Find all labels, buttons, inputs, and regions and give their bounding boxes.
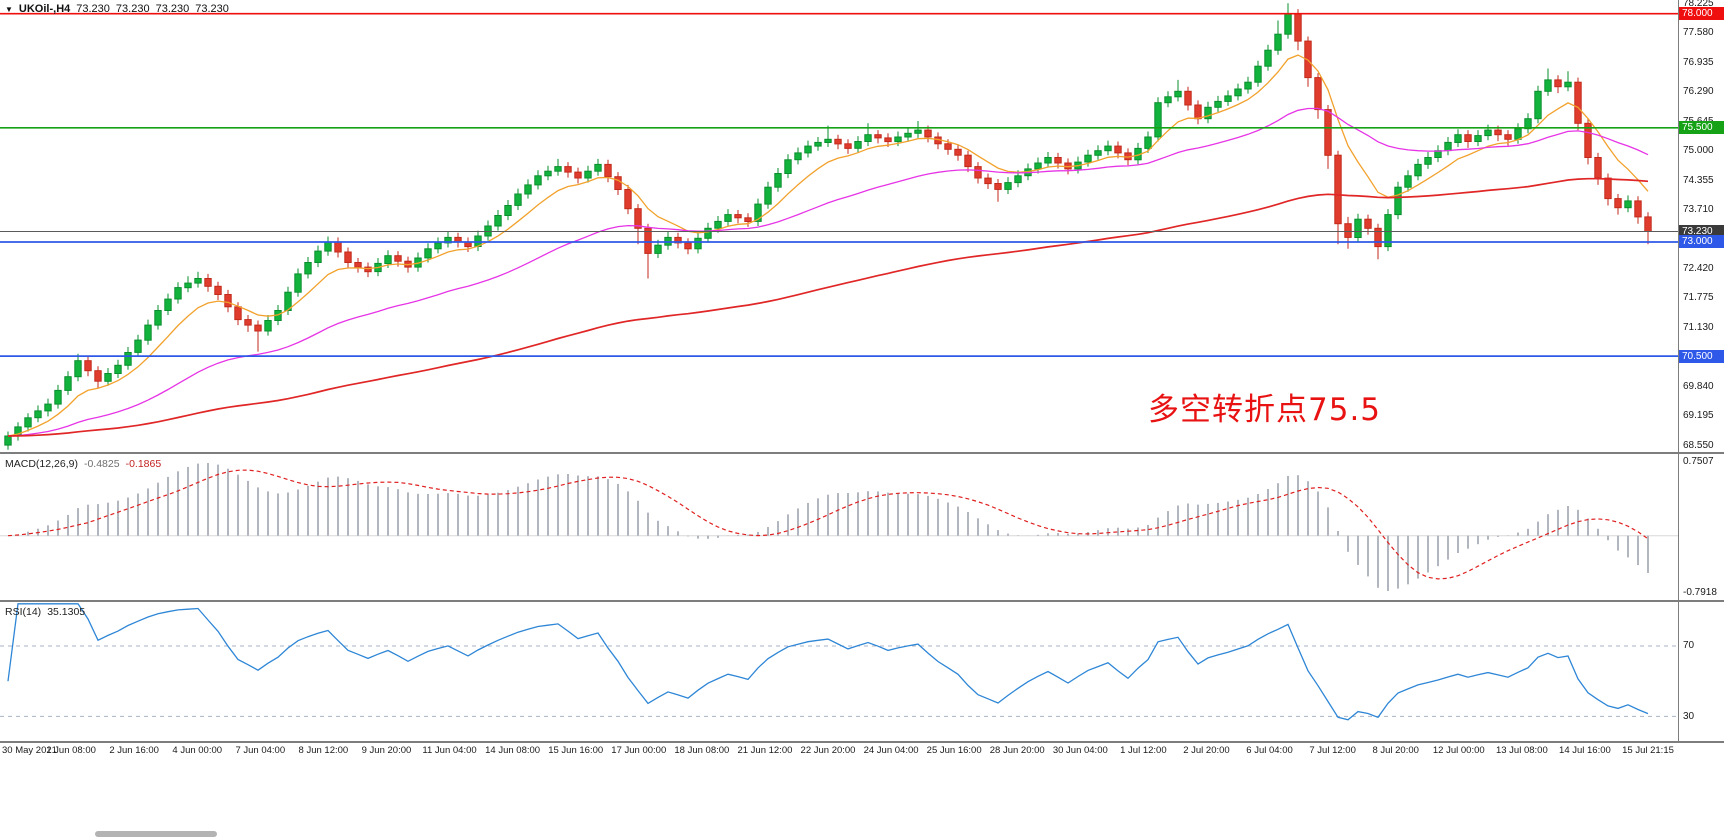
macd-signal-value: -0.1865	[125, 458, 162, 470]
time-axis-label: 15 Jul 21:15	[1622, 745, 1674, 756]
time-axis[interactable]: 30 May 2021 1 Jun 08:00 2 Jun 16:00 4 Jun 0…	[0, 745, 1678, 761]
price-tick-label: 71.775	[1683, 292, 1714, 304]
rsi-level-label: 70	[1683, 640, 1695, 652]
time-axis-label: 25 Jun 16:00	[926, 745, 982, 756]
price-axis[interactable]: 78.225 77.580 76.935 76.290 75.645 75.000 74.3…	[1679, 0, 1724, 762]
time-axis-label: 2 Jun 16:00	[109, 745, 159, 756]
price-tick-label: 78.225	[1683, 0, 1714, 9]
symbol-timeframe-label: UKOil-,H4	[18, 3, 71, 15]
time-axis-label: 17 Jun 00:00	[611, 745, 667, 756]
quote-close: 73.230	[195, 3, 229, 15]
pane-separator[interactable]	[0, 600, 1724, 602]
time-axis-label: 14 Jul 16:00	[1559, 745, 1611, 756]
rsi-indicator-pane[interactable]	[0, 602, 1678, 741]
rsi-line	[7, 603, 1649, 721]
macd-svg[interactable]	[0, 454, 1678, 600]
macd-main-value: -0.4825	[83, 458, 120, 470]
price-tick-label: 74.355	[1683, 174, 1714, 186]
current-price-axis-label: 73.230	[1679, 224, 1724, 238]
time-axis-label: 28 Jun 20:00	[989, 745, 1045, 756]
macd-label-row: MACD(12,26,9) -0.4825 -0.1865	[5, 458, 161, 470]
time-axis-label: 14 Jun 08:00	[485, 745, 541, 756]
time-axis-label: 8 Jul 20:00	[1372, 745, 1419, 756]
rsi-value: 35.1305	[47, 606, 86, 618]
chart-header: ▼ UKOil-,H4 73.230 73.230 73.230 73.230	[5, 3, 229, 15]
price-tick-label: 75.645	[1683, 116, 1714, 127]
pane-separator[interactable]	[0, 741, 1724, 743]
axis-border	[1678, 0, 1679, 743]
macd-indicator-label: MACD(12,26,9)	[5, 458, 78, 470]
time-axis-label: 1 Jul 12:00	[1120, 745, 1167, 756]
ma-slow-line	[7, 177, 1649, 437]
candles-layer	[4, 3, 1652, 450]
price-tick-label: 75.000	[1683, 145, 1714, 157]
time-axis-label: 12 Jul 00:00	[1432, 745, 1485, 756]
macd-signal-line	[7, 469, 1649, 580]
price-tick-label: 77.580	[1683, 27, 1714, 39]
time-axis-label: 4 Jun 00:00	[172, 745, 223, 756]
price-tick-label: 71.130	[1683, 321, 1714, 333]
main-chart-pane[interactable]	[0, 0, 1678, 452]
price-tick-label: 68.550	[1683, 439, 1714, 451]
main-chart-svg[interactable]	[0, 0, 1678, 452]
time-axis-label: 6 Jul 04:00	[1246, 745, 1293, 756]
time-axis-label: 2 Jul 20:00	[1183, 745, 1230, 756]
price-tick-label: 73.710	[1683, 204, 1714, 216]
chart-annotation-text[interactable]: 多空转折点75.5	[1148, 392, 1382, 428]
ma-mid-line	[7, 107, 1649, 437]
ma-fast-line	[7, 54, 1649, 437]
level-price-axis-label: 75.500	[1679, 121, 1724, 135]
time-axis-label: 8 Jun 12:00	[298, 745, 349, 756]
time-axis-label: 24 Jun 04:00	[863, 745, 919, 756]
time-axis-label: 21 Jun 12:00	[737, 745, 793, 756]
time-axis-label: 18 Jun 08:00	[674, 745, 730, 756]
rsi-level-label: 30	[1683, 710, 1695, 722]
time-axis-label: 1 Jun 08:00	[46, 745, 96, 756]
time-axis-label: 30 Jun 04:00	[1052, 745, 1108, 756]
time-axis-label: 9 Jun 20:00	[361, 745, 412, 756]
quote-low: 73.230	[155, 3, 190, 15]
quote-high: 73.230	[115, 3, 150, 15]
time-axis-label: 30 May 2021	[2, 745, 57, 756]
price-tick-label: 72.420	[1683, 262, 1714, 274]
level-price-axis-label: 70.500	[1679, 349, 1724, 363]
quote-open: 73.230	[76, 3, 110, 15]
horizontal-scrollbar[interactable]	[95, 831, 217, 837]
price-tick-label: 76.935	[1683, 56, 1714, 68]
time-axis-label: 11 Jun 04:00	[422, 745, 477, 756]
time-axis-label: 7 Jul 12:00	[1309, 745, 1356, 756]
macd-scale-bottom-label: -0.7918	[1683, 587, 1717, 598]
time-axis-label: 22 Jun 20:00	[800, 745, 856, 756]
symbol-dropdown-icon[interactable]: ▼	[5, 4, 13, 14]
macd-indicator-pane[interactable]	[0, 454, 1678, 600]
price-tick-label: 76.290	[1683, 86, 1714, 98]
level-price-axis-label: 73.000	[1679, 235, 1724, 249]
price-tick-label: 69.195	[1683, 410, 1714, 422]
time-axis-label: 15 Jun 16:00	[548, 745, 604, 756]
level-price-axis-label: 78.000	[1679, 7, 1724, 21]
rsi-label-row: RSI(14) 35.1305	[5, 606, 85, 618]
rsi-svg[interactable]	[0, 602, 1678, 741]
time-axis-label: 7 Jun 04:00	[235, 745, 286, 756]
time-axis-label: 13 Jul 08:00	[1495, 745, 1548, 756]
rsi-indicator-label: RSI(14)	[5, 606, 42, 618]
macd-histogram	[17, 463, 1649, 591]
macd-scale-top-label: 0.7507	[1683, 456, 1714, 467]
pane-separator[interactable]	[0, 452, 1724, 454]
price-tick-label: 69.840	[1683, 380, 1714, 392]
